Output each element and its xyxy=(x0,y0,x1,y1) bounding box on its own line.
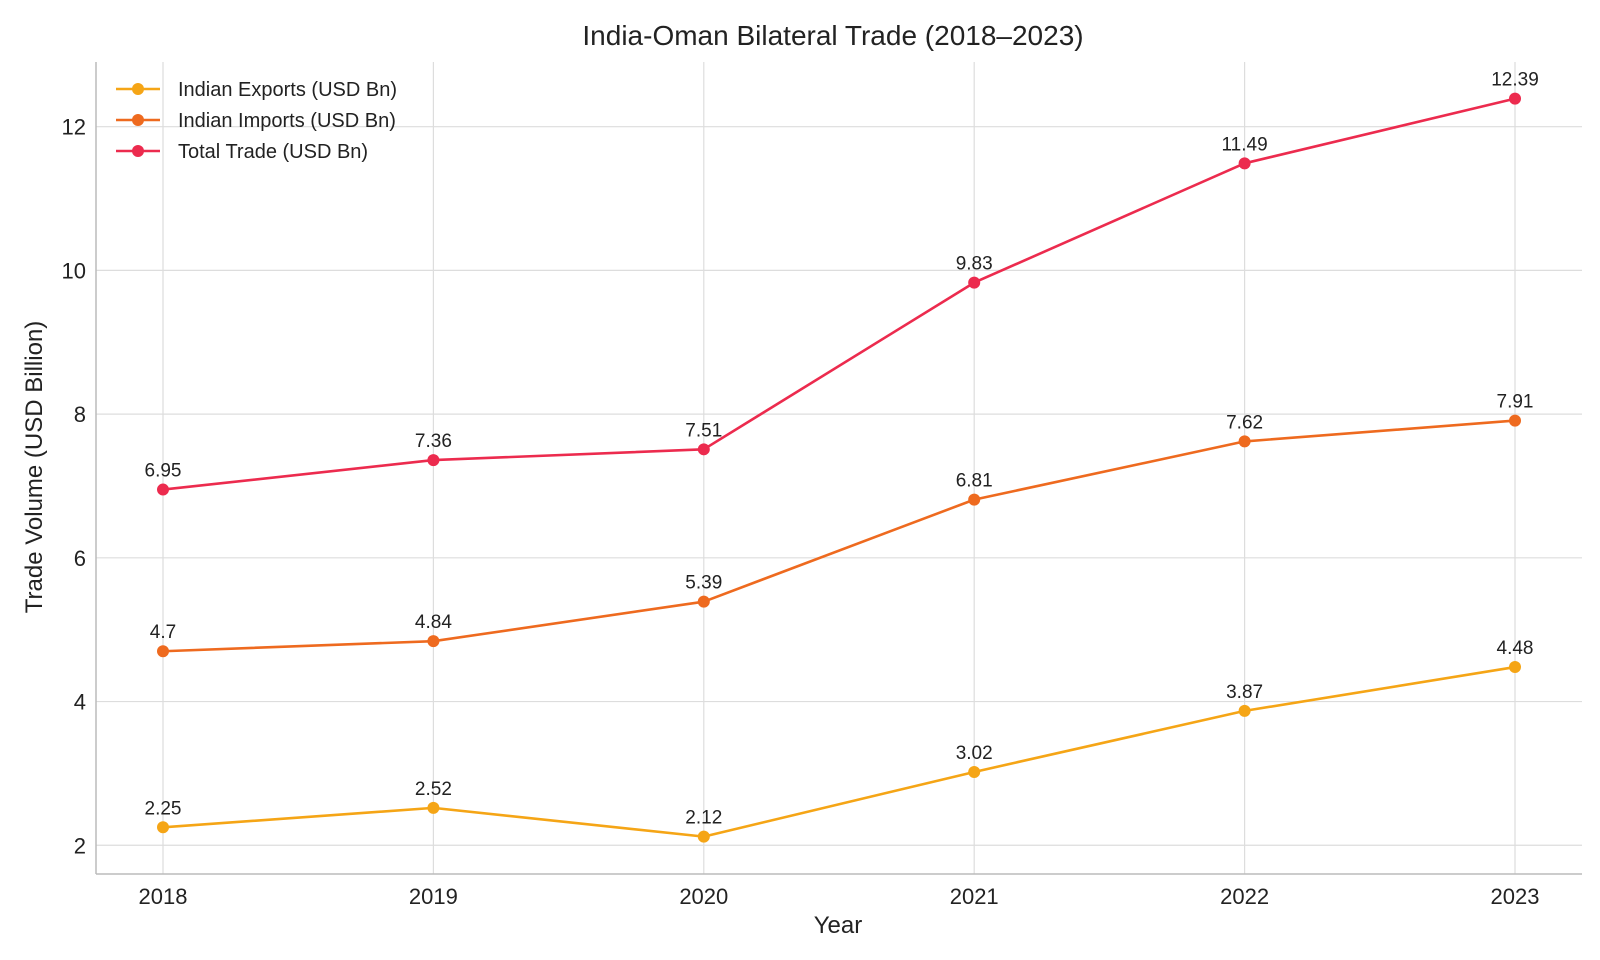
legend-label: Total Trade (USD Bn) xyxy=(178,141,368,163)
y-tick-label: 8 xyxy=(74,402,86,427)
legend-marker xyxy=(132,145,144,157)
data-label: 4.48 xyxy=(1497,638,1534,659)
data-point xyxy=(1238,704,1251,717)
data-point xyxy=(1238,435,1251,448)
data-label: 2.25 xyxy=(145,798,182,819)
data-point xyxy=(697,443,710,456)
data-label: 7.51 xyxy=(685,420,722,441)
data-label: 9.83 xyxy=(956,254,993,275)
data-point xyxy=(1509,92,1521,105)
chart-title: India-Oman Bilateral Trade (2018–2023) xyxy=(582,20,1083,51)
data-label: 7.91 xyxy=(1497,392,1534,413)
legend: Indian Exports (USD Bn) Indian Imports (U… xyxy=(116,79,397,163)
data-point xyxy=(427,454,440,467)
data-point xyxy=(697,830,710,843)
data-point xyxy=(157,821,169,834)
series-line-2 xyxy=(162,97,1516,491)
data-labels: 2.25 2.52 2.12 3.02 3.87 4.48 4.7 4.84 5.39 6.81 7… xyxy=(145,70,1539,829)
data-label: 12.39 xyxy=(1491,70,1539,91)
axes: 2018 2019 2020 2021 2022 2023 2 4 6 8 10 12 xyxy=(62,62,1582,909)
series-line-1 xyxy=(162,419,1516,653)
x-tick-label: 2020 xyxy=(679,884,728,909)
data-point xyxy=(157,645,169,658)
data-label: 7.62 xyxy=(1226,412,1263,433)
data-point xyxy=(1238,157,1251,170)
y-tick-label: 2 xyxy=(74,833,86,858)
data-label: 11.49 xyxy=(1222,134,1268,155)
grid xyxy=(96,62,1582,874)
data-label: 5.39 xyxy=(685,573,722,594)
data-point xyxy=(157,483,169,496)
x-tick-label: 2021 xyxy=(950,884,999,909)
data-point xyxy=(968,765,981,778)
y-axis-label: Trade Volume (USD Billion) xyxy=(21,321,48,614)
data-label: 6.95 xyxy=(145,461,182,482)
legend-label: Indian Imports (USD Bn) xyxy=(178,110,396,132)
data-label: 2.52 xyxy=(415,779,452,800)
series-line-0 xyxy=(162,665,1516,838)
x-tick-label: 2022 xyxy=(1220,884,1269,909)
y-tick-label: 6 xyxy=(74,546,86,571)
y-tick-label: 10 xyxy=(62,258,86,283)
series-lines xyxy=(157,92,1521,843)
data-point xyxy=(1509,414,1521,427)
x-tick-label: 2023 xyxy=(1491,884,1540,909)
legend-marker xyxy=(132,83,144,95)
data-label: 2.12 xyxy=(685,808,722,829)
legend-label: Indian Exports (USD Bn) xyxy=(178,79,397,101)
y-tick-label: 4 xyxy=(74,690,86,715)
x-tick-label: 2018 xyxy=(139,884,188,909)
data-label: 6.81 xyxy=(956,471,993,492)
data-label: 3.02 xyxy=(956,743,993,764)
data-point xyxy=(1509,661,1521,674)
x-axis-label: Year xyxy=(814,912,863,939)
data-point xyxy=(697,595,710,608)
data-label: 4.84 xyxy=(415,612,452,633)
data-point xyxy=(968,276,981,289)
data-point xyxy=(427,801,440,814)
legend-marker xyxy=(132,114,144,126)
data-label: 4.7 xyxy=(150,622,176,643)
data-point xyxy=(427,635,440,648)
data-label: 3.87 xyxy=(1226,682,1263,703)
x-tick-label: 2019 xyxy=(409,884,458,909)
y-tick-label: 12 xyxy=(62,115,86,140)
data-label: 7.36 xyxy=(415,431,452,452)
data-point xyxy=(968,493,981,506)
